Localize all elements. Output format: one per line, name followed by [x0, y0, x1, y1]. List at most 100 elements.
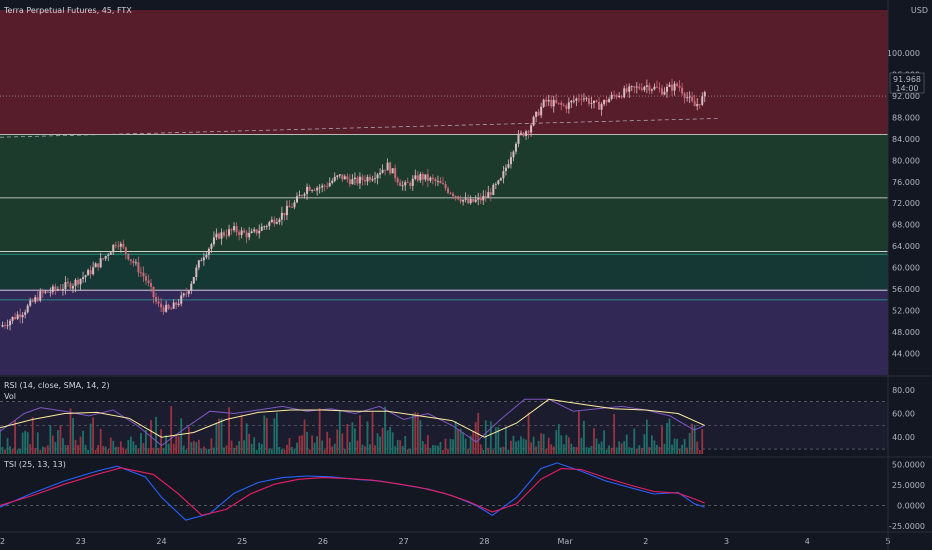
candle-body [688, 96, 691, 98]
candle-body [195, 267, 198, 278]
zone-layer [0, 10, 888, 375]
candle-body [457, 196, 460, 200]
volume-bar [308, 449, 311, 454]
candle-body [452, 193, 455, 197]
candle-body [139, 272, 142, 274]
price-axis[interactable]: 44.000 48.000 52.000 56.000 60.000 64.000 68.0… [887, 49, 920, 359]
price-tick-label: 44.000 [892, 350, 920, 359]
volume-bar [190, 442, 193, 454]
tsi-pane[interactable]: 50.0000 25.0000 0.0000 -25.0000 [0, 461, 925, 531]
rsi-pane[interactable]: 40.00 60.00 80.00 [0, 386, 915, 454]
candle-body [590, 102, 593, 104]
volume-bar [353, 428, 356, 454]
candle-body [658, 87, 661, 89]
candle-body [253, 229, 256, 232]
candle-body [630, 86, 633, 88]
volume-bar [283, 449, 286, 454]
candle-body [577, 98, 580, 100]
candle-body [283, 212, 286, 216]
volume-bar [432, 444, 434, 454]
volume-bar [220, 418, 223, 454]
volume-bar [278, 446, 281, 454]
candle-body [74, 279, 77, 286]
volume-bar [205, 449, 208, 454]
volume-bar [598, 443, 600, 454]
volume-bar [666, 422, 668, 454]
candle-body [313, 190, 316, 191]
time-tick-label: 26 [318, 537, 328, 546]
candle-body [172, 302, 175, 309]
volume-bar [280, 449, 283, 454]
volume-bar [683, 439, 686, 454]
volume-bar [273, 418, 276, 454]
horizontal-lines-layer [0, 95, 888, 301]
volume-bar [175, 433, 178, 454]
volume-bar [64, 444, 67, 454]
volume-bar [459, 428, 462, 454]
candle-body [547, 99, 550, 102]
candle-body [24, 312, 27, 315]
volume-bar [520, 436, 522, 454]
volume-bar [525, 439, 527, 454]
volume-bar [600, 441, 603, 454]
volume-bar [389, 426, 392, 454]
candle-body [497, 180, 500, 184]
candle-body [580, 99, 583, 101]
volume-bar [537, 440, 540, 454]
candle-body [406, 182, 409, 184]
volume-bar [437, 445, 439, 454]
volume-bar [502, 446, 505, 454]
volume-bar [671, 444, 673, 454]
volume-bar [51, 435, 54, 454]
volume-bar [84, 444, 87, 454]
candle-body [338, 174, 341, 176]
candle-body [119, 243, 122, 247]
candle-body [265, 226, 268, 227]
candle-body [331, 180, 334, 183]
candle-body [676, 83, 679, 86]
purple-zone [0, 289, 888, 375]
candle-body [555, 99, 558, 103]
volume-bar [560, 435, 563, 454]
candle-body [225, 235, 228, 237]
volume-bar [452, 439, 454, 454]
candle-body [477, 197, 480, 200]
candle-body [439, 180, 442, 184]
price-tick-label: 84.000 [892, 135, 920, 144]
candle-body [371, 179, 374, 181]
volume-bar [411, 413, 414, 454]
candle-body [683, 93, 686, 98]
candle-body [514, 143, 517, 152]
candle-body [306, 186, 309, 194]
candle-body [49, 291, 52, 293]
candle-body [336, 175, 339, 177]
volume-bar [142, 443, 145, 454]
candle-body [628, 86, 631, 92]
candle-body [293, 202, 296, 208]
volume-bar [429, 447, 432, 454]
volume-bar [233, 447, 235, 454]
candle-body [643, 86, 646, 90]
volume-bar [457, 429, 459, 454]
candle-body [346, 176, 349, 180]
volume-bar [89, 423, 92, 454]
volume-bar [11, 448, 14, 454]
candle-body [205, 254, 208, 258]
candle-body [537, 111, 540, 116]
candle-body [698, 104, 701, 105]
volume-bar [557, 424, 560, 454]
candle-body [321, 185, 324, 188]
candle-body [44, 291, 47, 293]
volume-bar [44, 447, 47, 454]
candle-body [278, 219, 281, 223]
volume-bar [575, 446, 578, 454]
volume-bar [635, 449, 638, 454]
volume-bar [87, 449, 89, 454]
volume-bar [487, 447, 490, 454]
candle-body [686, 97, 689, 99]
candle-body [396, 178, 399, 183]
candle-body [351, 179, 354, 185]
candle-body [552, 99, 555, 107]
candle-body [479, 197, 482, 201]
